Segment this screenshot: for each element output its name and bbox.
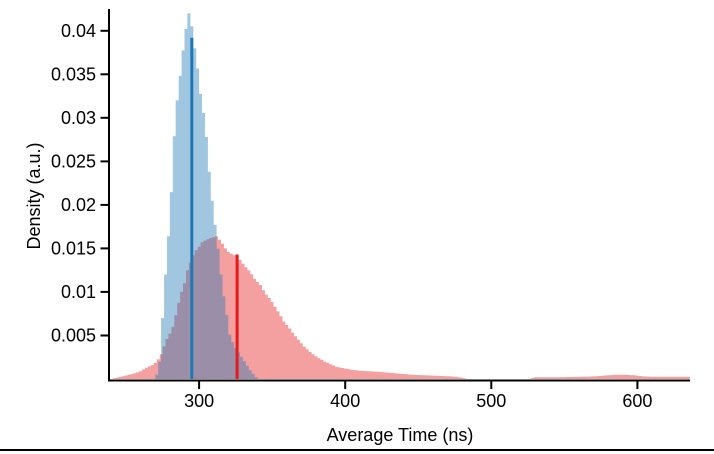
ticks-layer: 300 400 500 600 0.005 0.01 0.015 0.02 0.025 0.03 0… <box>51 21 652 411</box>
page-bottom-rule <box>0 449 714 451</box>
y-tick-label-0.02: 0.02 <box>61 195 96 215</box>
y-tick-label-0.025: 0.025 <box>51 151 96 171</box>
blue-distribution-area <box>155 13 258 380</box>
y-tick-label-0.005: 0.005 <box>51 326 96 346</box>
x-tick-label-500: 500 <box>476 391 506 411</box>
x-tick-label-400: 400 <box>330 391 360 411</box>
y-tick-label-0.04: 0.04 <box>61 21 96 41</box>
mean-lines-layer <box>190 37 239 379</box>
y-tick-label-0.01: 0.01 <box>61 282 96 302</box>
y-tick-label-0.035: 0.035 <box>51 64 96 84</box>
x-axis-label: Average Time (ns) <box>327 425 474 445</box>
y-tick-label-0.03: 0.03 <box>61 108 96 128</box>
density-series-layer <box>112 13 690 380</box>
axes-layer <box>108 9 690 382</box>
x-tick-label-600: 600 <box>622 391 652 411</box>
x-tick-label-300: 300 <box>184 391 214 411</box>
red-distribution-area <box>112 236 690 379</box>
y-tick-label-0.015: 0.015 <box>51 238 96 258</box>
y-axis-label: Density (a.u.) <box>24 142 44 249</box>
